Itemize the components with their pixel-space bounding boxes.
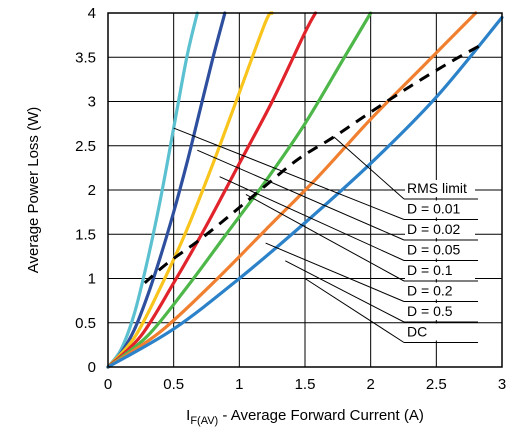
legend-label-background — [405, 303, 475, 320]
y-tick-label: 0 — [88, 359, 96, 376]
x-tick-label: 2.5 — [426, 376, 447, 393]
x-tick-label: 0 — [104, 376, 112, 393]
legend-label: D = 0.01 — [407, 201, 461, 217]
x-axis-label-subscript: F(AV) — [190, 415, 218, 427]
x-tick-label: 1 — [235, 376, 243, 393]
series-line-d-0-2 — [106, 11, 373, 369]
y-axis-label: Average Power Loss (W) — [25, 107, 42, 273]
x-tick-label: 3 — [498, 376, 506, 393]
series-line-d-0-01 — [106, 11, 199, 369]
legend-label-background — [405, 282, 475, 300]
legend-label: D = 0.1 — [407, 262, 453, 278]
legend-leader-line — [219, 176, 405, 261]
legend: RMS limit D = 0.01 D = 0.02 D = 0.05 D = 0.1… — [173, 127, 478, 343]
series-line-d-0-1 — [106, 11, 318, 369]
y-tick-label: 3.5 — [75, 49, 96, 66]
x-axis-label: IF(AV) - Average Forward Current (A) — [186, 407, 424, 427]
x-axis-label-main: I — [186, 407, 190, 424]
legend-label-background — [405, 262, 475, 279]
legend-label: DC — [407, 324, 427, 340]
y-tick-label: 1 — [88, 271, 96, 288]
legend-leader-line — [245, 193, 405, 282]
legend-leader-line — [304, 278, 405, 343]
legend-label: D = 0.5 — [407, 303, 453, 319]
y-tick-label: 2.5 — [75, 138, 96, 155]
y-tick-label: 3 — [88, 94, 96, 111]
x-axis-label-rest: - Average Forward Current (A) — [218, 407, 424, 424]
legend-leader-line — [333, 136, 405, 200]
tick-labels: 0 0.5 1 1.5 2 2.5 3 0 0.5 1 1.5 2 2.5 3 3.5 4 — [75, 5, 506, 393]
y-tick-label: 0.5 — [75, 315, 96, 332]
x-tick-label: 2 — [366, 376, 374, 393]
legend-label: RMS limit — [407, 180, 467, 196]
legend-label-background — [405, 221, 475, 238]
legend-label: D = 0.02 — [407, 221, 461, 237]
legend-leader-line — [197, 149, 405, 241]
series-line-d-0-05 — [106, 11, 274, 369]
series-line-rms-limit — [143, 44, 481, 285]
y-tick-label: 1.5 — [75, 226, 96, 243]
series-line-d-0-02 — [106, 11, 227, 369]
legend-leader-line — [285, 260, 405, 323]
legend-label-background — [405, 241, 475, 259]
series-group — [106, 11, 504, 369]
legend-label: D = 0.2 — [407, 283, 453, 299]
series-line-dc — [106, 15, 504, 369]
legend-label-background — [405, 323, 475, 341]
x-tick-label: 1.5 — [295, 376, 316, 393]
legend-label: D = 0.05 — [407, 242, 461, 258]
legend-label-background — [405, 200, 475, 218]
x-tick-label: 0.5 — [163, 376, 184, 393]
legend-label-background — [405, 180, 475, 197]
legend-leader-line — [265, 242, 405, 302]
y-tick-label: 2 — [88, 182, 96, 199]
plot-frame — [107, 12, 503, 368]
series-line-d-0-5 — [106, 11, 478, 369]
y-tick-label: 4 — [88, 5, 96, 22]
legend-leader-line — [173, 127, 405, 220]
